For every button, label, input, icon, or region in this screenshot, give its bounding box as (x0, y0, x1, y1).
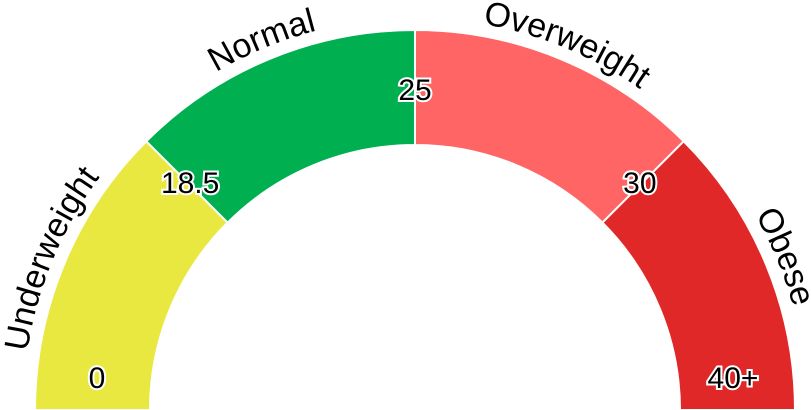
tick-label: 18.5 (161, 167, 219, 200)
tick-label: 40+ (708, 362, 759, 395)
tick-label: 30 (623, 167, 656, 200)
tick-label: 25 (398, 74, 431, 107)
tick-label: 0 (89, 362, 106, 395)
